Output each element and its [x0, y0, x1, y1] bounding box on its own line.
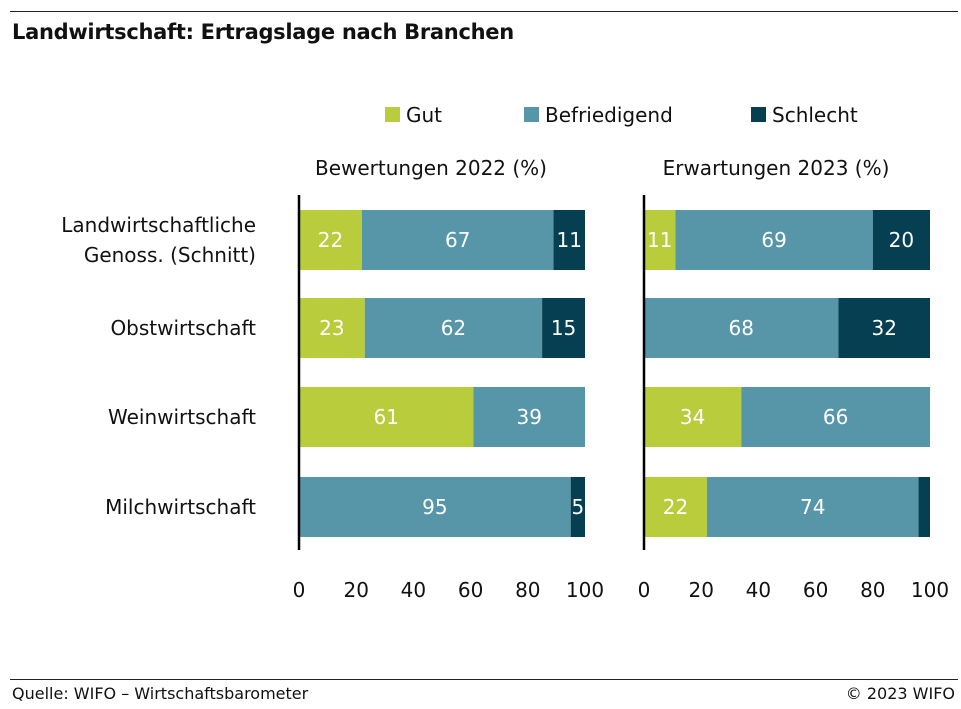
x-tick-label: 20 [343, 578, 368, 602]
bar-segment-schlecht [553, 210, 585, 270]
bar-segment-befriedigend [361, 210, 554, 270]
bar-segment-gut [644, 477, 707, 537]
x-tick-label: 0 [293, 578, 306, 602]
bar-segment-schlecht [542, 298, 585, 358]
legend-label-befriedigend: Befriedigend [545, 103, 673, 127]
bar-value-label: 69 [761, 228, 786, 252]
bar-value-label: 11 [647, 228, 672, 252]
x-tick-label: 80 [860, 578, 885, 602]
bar-value-label: 23 [319, 316, 344, 340]
bar-value-label: 15 [551, 316, 576, 340]
bar-value-label: 5 [571, 495, 584, 519]
bar-value-label: 34 [680, 405, 705, 429]
bar-value-label: 22 [663, 495, 688, 519]
bar-segment-gut [299, 387, 474, 447]
x-tick-label: 100 [566, 578, 604, 602]
bar-segment-schlecht [838, 298, 930, 358]
x-tick-label: 80 [515, 578, 540, 602]
bar-value-label: 95 [422, 495, 447, 519]
bar-segment-gut [644, 387, 742, 447]
category-label: Landwirtschaftliche [61, 213, 256, 237]
x-tick-label: 40 [746, 578, 771, 602]
bar-segment-befriedigend [473, 387, 585, 447]
bar-segment-befriedigend [675, 210, 873, 270]
bar-value-label: 67 [445, 228, 470, 252]
bar-segment-schlecht [872, 210, 930, 270]
bar-value-label: 11 [557, 228, 582, 252]
bar-value-label: 20 [889, 228, 914, 252]
bar-segment-befriedigend [299, 477, 571, 537]
bar-value-label: 61 [374, 405, 399, 429]
top-rule [10, 11, 958, 12]
source-note: Quelle: WIFO – Wirtschaftsbarometer [12, 684, 309, 703]
bar-segment-schlecht [918, 477, 930, 537]
bar-segment-befriedigend [644, 298, 839, 358]
category-label: Milchwirtschaft [105, 495, 256, 519]
legend-swatch-befriedigend [524, 107, 539, 122]
panel-title: Bewertungen 2022 (%) [315, 156, 547, 180]
bar-segment-befriedigend [364, 298, 543, 358]
bar-segment-gut [299, 210, 362, 270]
category-label: Genoss. (Schnitt) [84, 243, 256, 267]
x-tick-label: 60 [458, 578, 483, 602]
bar-segment-gut [299, 298, 365, 358]
bar-value-label: 32 [872, 316, 897, 340]
x-tick-label: 0 [638, 578, 651, 602]
bar-segment-befriedigend [706, 477, 919, 537]
bar-value-label: 62 [441, 316, 466, 340]
x-tick-label: 20 [688, 578, 713, 602]
legend-swatch-schlecht [751, 107, 766, 122]
bar-segment-befriedigend [741, 387, 930, 447]
bar-value-label: 74 [800, 495, 825, 519]
bottom-rule [10, 679, 958, 680]
bar-value-label: 39 [517, 405, 542, 429]
panel-title: Erwartungen 2023 (%) [663, 156, 890, 180]
category-label: Weinwirtschaft [108, 405, 256, 429]
x-tick-label: 40 [401, 578, 426, 602]
legend-swatch-gut [385, 107, 400, 122]
bar-segment-gut [644, 210, 676, 270]
category-label: Obstwirtschaft [110, 316, 256, 340]
x-tick-label: 100 [911, 578, 949, 602]
bar-value-label: 68 [729, 316, 754, 340]
legend-label-gut: Gut [406, 103, 442, 127]
bar-value-label: 66 [823, 405, 848, 429]
chart-title: Landwirtschaft: Ertragslage nach Branche… [12, 20, 514, 44]
legend-label-schlecht: Schlecht [772, 103, 858, 127]
bar-segment-schlecht [570, 477, 585, 537]
x-tick-label: 60 [803, 578, 828, 602]
copyright-note: © 2023 WIFO [845, 684, 955, 703]
bar-value-label: 22 [318, 228, 343, 252]
